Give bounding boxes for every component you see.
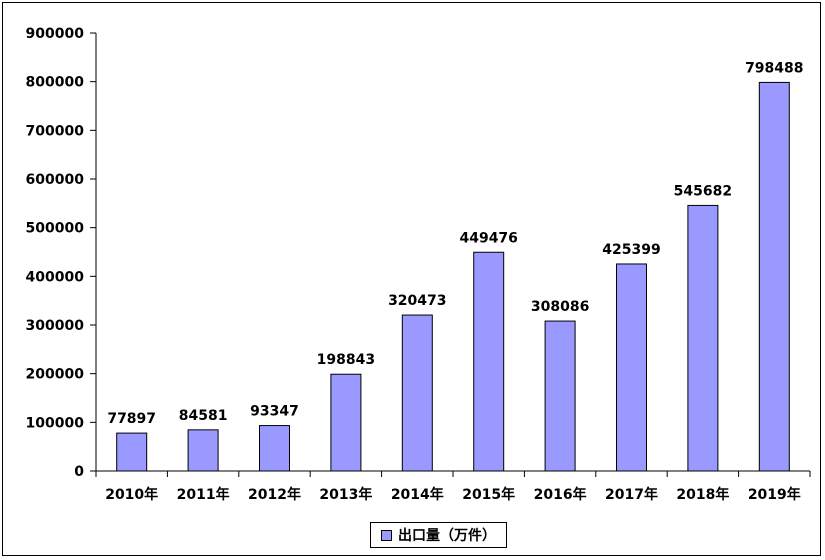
x-tick-label: 2012年: [248, 486, 301, 503]
data-label: 449476: [459, 230, 517, 246]
data-label: 320473: [388, 293, 446, 309]
data-label: 798488: [745, 60, 803, 76]
data-label: 93347: [250, 404, 299, 420]
bar: [544, 320, 576, 472]
y-tick-label: 400000: [26, 269, 85, 285]
bar: [758, 81, 790, 472]
data-label: 545682: [674, 183, 732, 199]
bar: [187, 429, 219, 472]
y-tick-label: 800000: [26, 75, 85, 91]
x-tick-label: 2011年: [177, 486, 230, 503]
x-tick-label: 2014年: [391, 486, 444, 503]
x-tick-label: 2010年: [105, 486, 158, 503]
bar: [330, 373, 362, 472]
y-tick-label: 300000: [26, 318, 85, 334]
x-tick-label: 2015年: [462, 486, 515, 503]
x-tick-label: 2018年: [676, 486, 729, 503]
labels: 0 100000 200000 300000 400000 500000 600000 700…: [26, 26, 804, 503]
y-tick-label: 600000: [26, 172, 85, 188]
y-tick-label: 500000: [26, 221, 85, 237]
legend: 出口量（万件）: [370, 522, 507, 548]
legend-swatch: [381, 529, 392, 541]
bar: [616, 263, 647, 472]
x-tick-label: 2017年: [605, 486, 658, 503]
bar: [116, 432, 148, 472]
y-tick-label: 900000: [26, 26, 85, 42]
bar: [401, 314, 433, 472]
legend-label: 出口量（万件）: [398, 528, 496, 544]
y-tick-label: 0: [74, 464, 84, 480]
bars: [116, 81, 790, 472]
y-tick-label: 700000: [26, 123, 85, 139]
bar: [473, 251, 505, 472]
data-label: 77897: [107, 411, 156, 427]
data-label: 84581: [179, 408, 228, 424]
x-tick-label: 2013年: [319, 486, 372, 503]
x-tick-label: 2016年: [534, 486, 587, 503]
y-tick-label: 200000: [26, 367, 85, 383]
bar: [687, 204, 719, 472]
y-tick-label: 100000: [26, 415, 85, 431]
data-label: 425399: [602, 242, 660, 258]
data-label: 198843: [317, 352, 375, 368]
x-tick-label: 2019年: [748, 486, 801, 503]
bar: [259, 425, 290, 472]
data-label: 308086: [531, 299, 589, 315]
